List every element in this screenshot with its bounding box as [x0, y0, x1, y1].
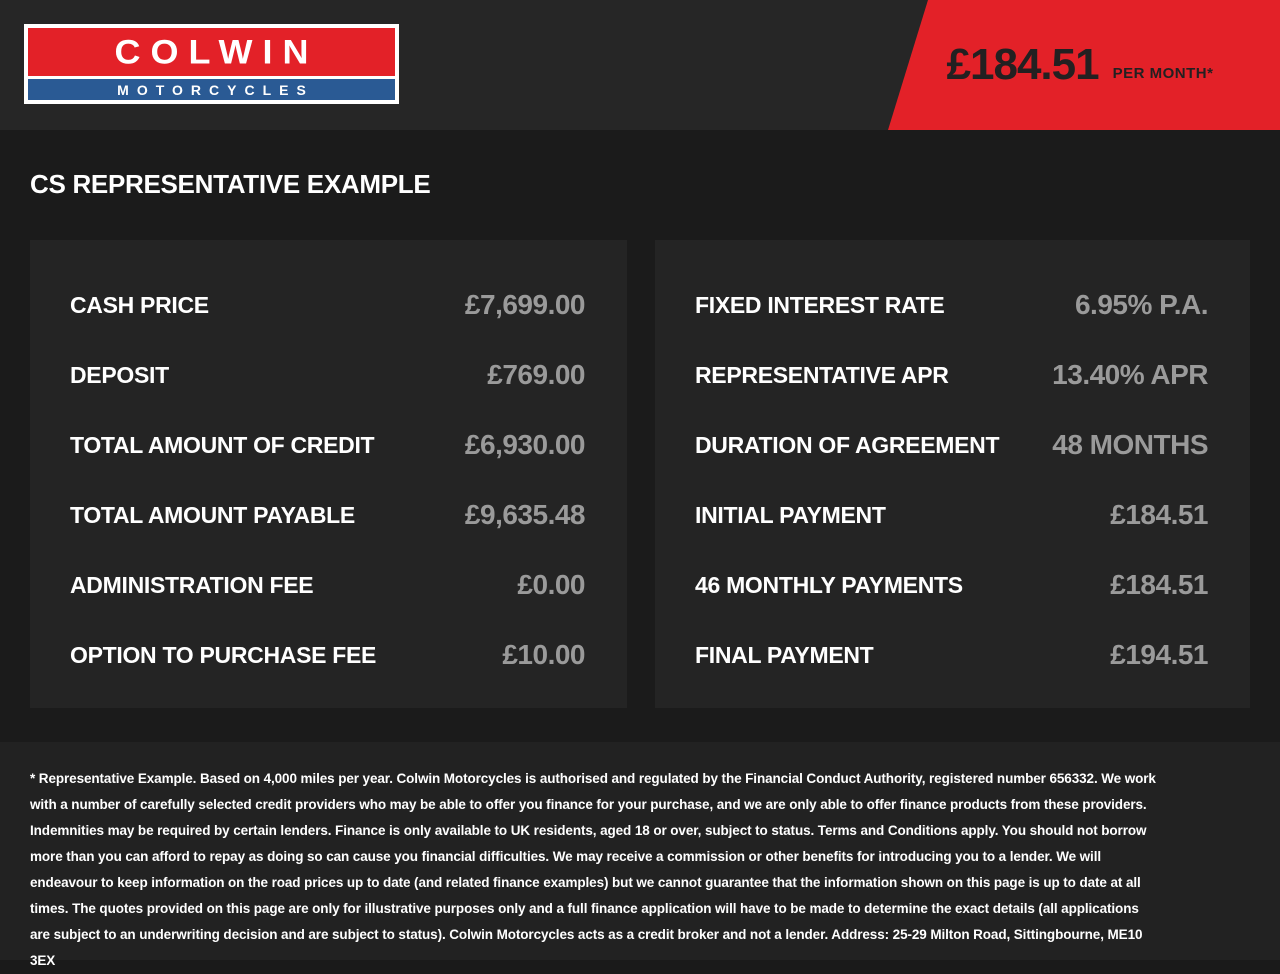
finance-row-option-to-purchase-fee: OPTION TO PURCHASE FEE £10.00: [70, 620, 585, 690]
logo-brand-name: COLWIN: [114, 32, 319, 71]
finance-row-value: £184.51: [1110, 499, 1208, 530]
finance-row-value: £7,699.00: [464, 289, 586, 320]
finance-row-deposit: DEPOSIT £769.00: [70, 340, 585, 410]
monthly-price-period: PER MONTH*: [1112, 64, 1214, 82]
finance-row-label: CASH PRICE: [70, 291, 209, 318]
finance-row-total-credit: TOTAL AMOUNT OF CREDIT £6,930.00: [70, 410, 586, 480]
finance-row-admin-fee: ADMINISTRATION FEE £0.00: [70, 550, 585, 620]
finance-row-value: £6,930.00: [464, 429, 586, 460]
finance-row-cash-price: CASH PRICE £7,699.00: [70, 270, 586, 340]
finance-row-fixed-interest-rate: FIXED INTEREST RATE 6.95% P.A.: [695, 270, 1209, 340]
finance-row-value: £0.00: [517, 569, 585, 600]
finance-row-duration: DURATION OF AGREEMENT 48 MONTHS: [695, 410, 1208, 480]
disclaimer-text: * Representative Example. Based on 4,000…: [30, 771, 1156, 968]
header: COLWIN MOTORCYCLES £184.51 PER MONTH*: [0, 0, 1280, 130]
finance-row-label: DURATION OF AGREEMENT: [695, 431, 1000, 458]
finance-row-value: £10.00: [502, 639, 585, 670]
logo-top-band: COLWIN: [28, 28, 395, 76]
finance-row-label: TOTAL AMOUNT PAYABLE: [70, 501, 355, 528]
finance-row-label: REPRESENTATIVE APR: [695, 361, 949, 388]
finance-row-representative-apr: REPRESENTATIVE APR 13.40% APR: [695, 340, 1208, 410]
finance-row-value: 48 MONTHS: [1052, 429, 1208, 460]
finance-row-label: DEPOSIT: [70, 361, 169, 388]
logo-brand-subtitle: MOTORCYCLES: [117, 81, 314, 98]
finance-row-label: ADMINISTRATION FEE: [70, 571, 314, 598]
finance-row-label: FINAL PAYMENT: [695, 641, 874, 668]
finance-row-final-payment: FINAL PAYMENT £194.51: [695, 620, 1208, 690]
finance-panel-right: FIXED INTEREST RATE 6.95% P.A. REPRESENT…: [655, 240, 1250, 708]
finance-row-value: £194.51: [1110, 639, 1208, 670]
monthly-price-banner: £184.51 PER MONTH*: [888, 0, 1280, 130]
finance-row-label: OPTION TO PURCHASE FEE: [70, 641, 377, 668]
finance-panel-left: CASH PRICE £7,699.00 DEPOSIT £769.00 TOT…: [30, 240, 627, 708]
finance-row-label: INITIAL PAYMENT: [695, 501, 886, 528]
finance-row-label: TOTAL AMOUNT OF CREDIT: [70, 431, 375, 458]
finance-row-value: £769.00: [487, 359, 585, 390]
page-title: CS REPRESENTATIVE EXAMPLE: [30, 169, 431, 199]
logo-bottom-band: MOTORCYCLES: [28, 76, 395, 100]
finance-row-value: 13.40% APR: [1052, 359, 1208, 390]
finance-row-value: 6.95% P.A.: [1074, 289, 1209, 320]
finance-row-value: £9,635.48: [464, 499, 586, 530]
disclaimer-footer: * Representative Example. Based on 4,000…: [0, 742, 1280, 968]
finance-row-initial-payment: INITIAL PAYMENT £184.51: [695, 480, 1208, 550]
finance-row-label: FIXED INTEREST RATE: [695, 291, 945, 318]
monthly-price-amount: £184.51: [946, 40, 1100, 89]
finance-row-value: £184.51: [1110, 569, 1208, 600]
finance-row-total-payable: TOTAL AMOUNT PAYABLE £9,635.48: [70, 480, 586, 550]
finance-row-monthly-payments: 46 MONTHLY PAYMENTS £184.51: [695, 550, 1208, 620]
finance-row-label: 46 MONTHLY PAYMENTS: [695, 571, 963, 598]
colwin-motorcycles-logo[interactable]: COLWIN MOTORCYCLES: [24, 24, 399, 104]
